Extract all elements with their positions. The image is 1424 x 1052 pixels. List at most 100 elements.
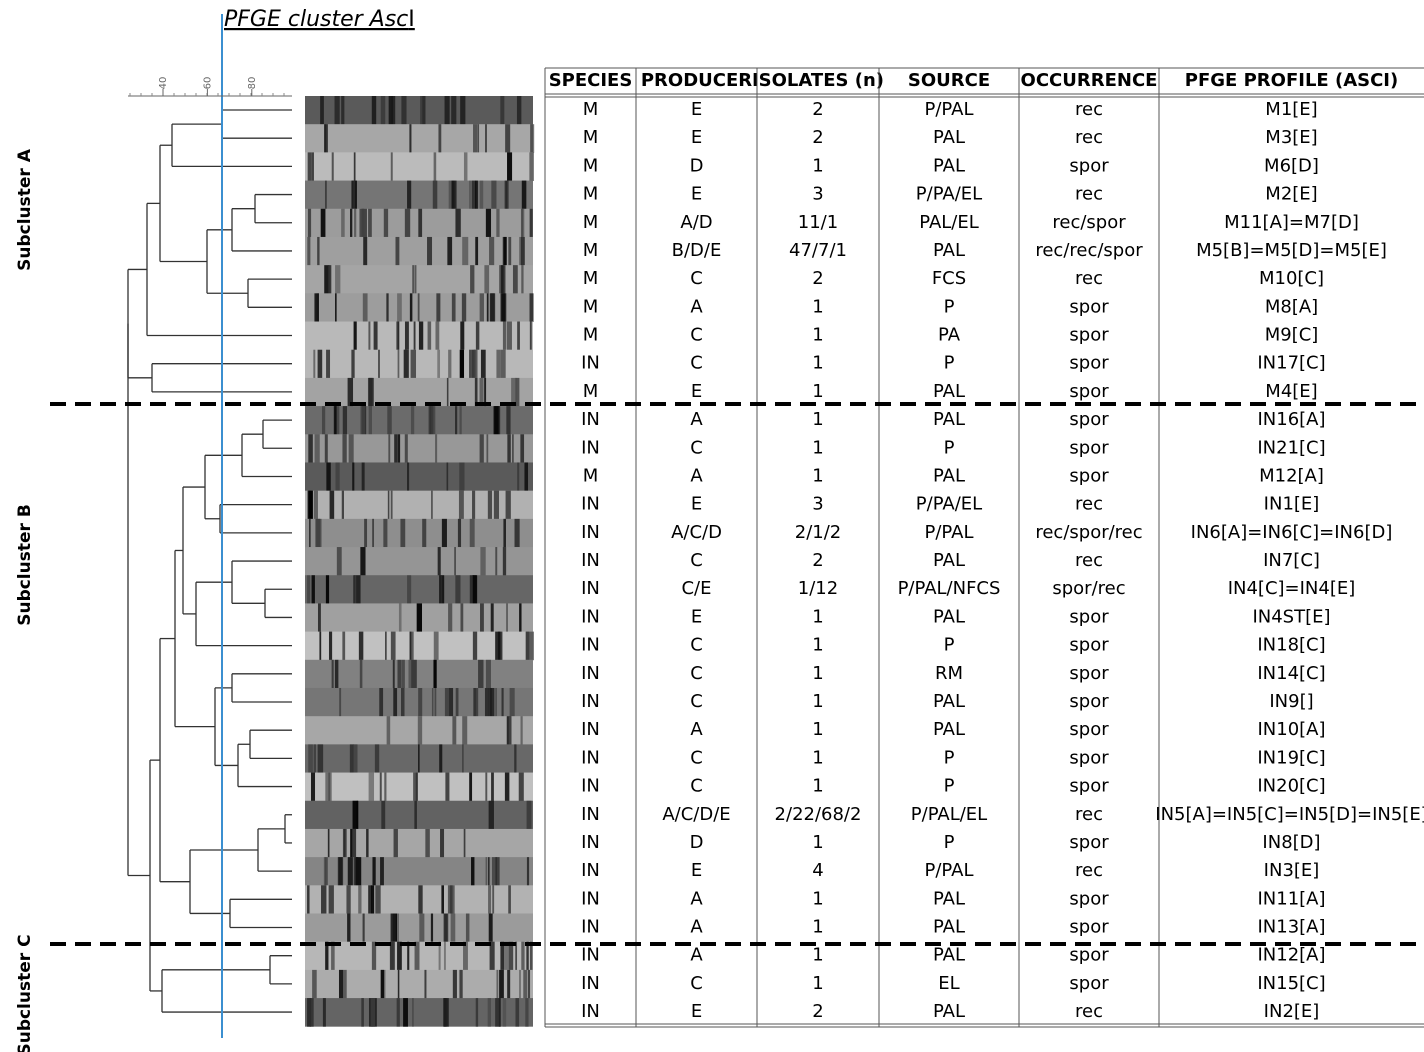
table-cell: spor bbox=[1069, 635, 1109, 656]
gel-band bbox=[359, 632, 363, 661]
gel-band bbox=[307, 885, 309, 914]
gel-band bbox=[384, 209, 388, 238]
table-cell: 3 bbox=[812, 494, 823, 515]
gel-band bbox=[334, 406, 337, 435]
gel-band bbox=[325, 434, 328, 463]
gel-band bbox=[381, 96, 386, 125]
gel-band bbox=[488, 491, 492, 520]
gel-band bbox=[447, 462, 449, 491]
gel-band bbox=[521, 942, 524, 971]
gel-band bbox=[342, 491, 344, 520]
table-cell: spor bbox=[1069, 888, 1109, 909]
table-cell: spor/rec bbox=[1052, 578, 1125, 599]
table-cell: PAL bbox=[933, 127, 965, 148]
table-cell: spor bbox=[1069, 155, 1109, 176]
gel-band bbox=[484, 265, 489, 294]
table-cell: 2 bbox=[812, 550, 823, 571]
gel-band bbox=[530, 209, 533, 238]
table-cell: C/E bbox=[681, 578, 711, 599]
gel-band bbox=[391, 152, 393, 181]
gel-band bbox=[366, 829, 368, 858]
table-cell: PAL bbox=[933, 550, 965, 571]
gel-band bbox=[506, 406, 510, 435]
table-cell: spor bbox=[1069, 832, 1109, 853]
gel-band bbox=[419, 322, 423, 351]
table-cell: IN11[A] bbox=[1257, 888, 1325, 909]
gel-band bbox=[401, 96, 406, 125]
table-cell: IN2[E] bbox=[1264, 1001, 1320, 1022]
gel-band bbox=[440, 575, 442, 604]
gel-band bbox=[488, 885, 491, 914]
gel-band bbox=[435, 434, 437, 463]
table-cell: IN6[A]=IN6[C]=IN6[D] bbox=[1191, 522, 1393, 543]
gel-image bbox=[305, 96, 534, 1027]
table-cell: spor bbox=[1069, 353, 1109, 374]
gel-band bbox=[455, 181, 457, 210]
table-cell: IN bbox=[581, 494, 600, 515]
gel-band bbox=[318, 744, 324, 773]
table-cell: rec bbox=[1075, 184, 1103, 205]
gel-band bbox=[489, 688, 494, 717]
gel-band bbox=[444, 942, 446, 971]
table-cell: spor bbox=[1069, 663, 1109, 684]
table-cell: IN bbox=[581, 353, 600, 374]
gel-band bbox=[435, 688, 437, 717]
gel-band bbox=[489, 914, 493, 943]
gel-band bbox=[486, 434, 488, 463]
gel-band bbox=[517, 322, 520, 351]
table-cell: IN bbox=[581, 550, 600, 571]
gel-band bbox=[386, 293, 388, 322]
gel-band bbox=[380, 773, 382, 802]
gel-band bbox=[520, 434, 524, 463]
gel-band bbox=[456, 209, 460, 238]
table-cell: 1 bbox=[812, 635, 823, 656]
table-cell: spor bbox=[1069, 381, 1109, 402]
gel-lane bbox=[305, 801, 533, 830]
gel-band bbox=[323, 998, 326, 1027]
gel-band bbox=[360, 547, 365, 576]
table-cell: 1/12 bbox=[798, 578, 838, 599]
table-cell: E bbox=[691, 381, 702, 402]
table-cell: 4 bbox=[812, 860, 823, 881]
table-cell: C bbox=[690, 325, 703, 346]
table-cell: PAL bbox=[933, 719, 965, 740]
gel-band bbox=[495, 998, 500, 1027]
gel-band bbox=[505, 124, 510, 153]
gel-band bbox=[500, 96, 504, 125]
table-cell: M11[A]=M7[D] bbox=[1224, 212, 1359, 233]
gel-band bbox=[530, 293, 534, 322]
table-header: PRODUCER bbox=[641, 70, 752, 91]
table-cell: M bbox=[583, 184, 599, 205]
gel-band bbox=[381, 801, 385, 830]
gel-band bbox=[315, 519, 320, 548]
gel-band bbox=[410, 632, 412, 661]
gel-band bbox=[527, 801, 532, 830]
gel-band bbox=[460, 350, 464, 379]
gel-band bbox=[498, 632, 502, 661]
gel-band bbox=[508, 237, 511, 266]
table-cell: 1 bbox=[812, 155, 823, 176]
table-cell: PAL bbox=[933, 888, 965, 909]
gel-band bbox=[452, 716, 456, 745]
table-cell: 2 bbox=[812, 127, 823, 148]
table-cell: rec bbox=[1075, 804, 1103, 825]
gel-band bbox=[361, 998, 364, 1027]
gel-band bbox=[326, 350, 330, 379]
gel-band bbox=[464, 152, 467, 181]
table-cell: B/D/E bbox=[672, 240, 722, 261]
scale-tick-label: 80 bbox=[247, 77, 258, 90]
gel-band bbox=[496, 970, 498, 999]
gel-band bbox=[445, 96, 450, 125]
gel-band bbox=[433, 181, 438, 210]
table-cell: M bbox=[583, 381, 599, 402]
table-cell: RM bbox=[935, 663, 963, 684]
gel-band bbox=[460, 322, 464, 351]
table-cell: spor bbox=[1069, 691, 1109, 712]
gel-band bbox=[490, 293, 495, 322]
gel-band bbox=[508, 885, 511, 914]
gel-band bbox=[312, 970, 317, 999]
gel-band bbox=[381, 970, 384, 999]
table-cell: E bbox=[691, 1001, 702, 1022]
gel-band bbox=[473, 688, 476, 717]
gel-band bbox=[469, 350, 471, 379]
